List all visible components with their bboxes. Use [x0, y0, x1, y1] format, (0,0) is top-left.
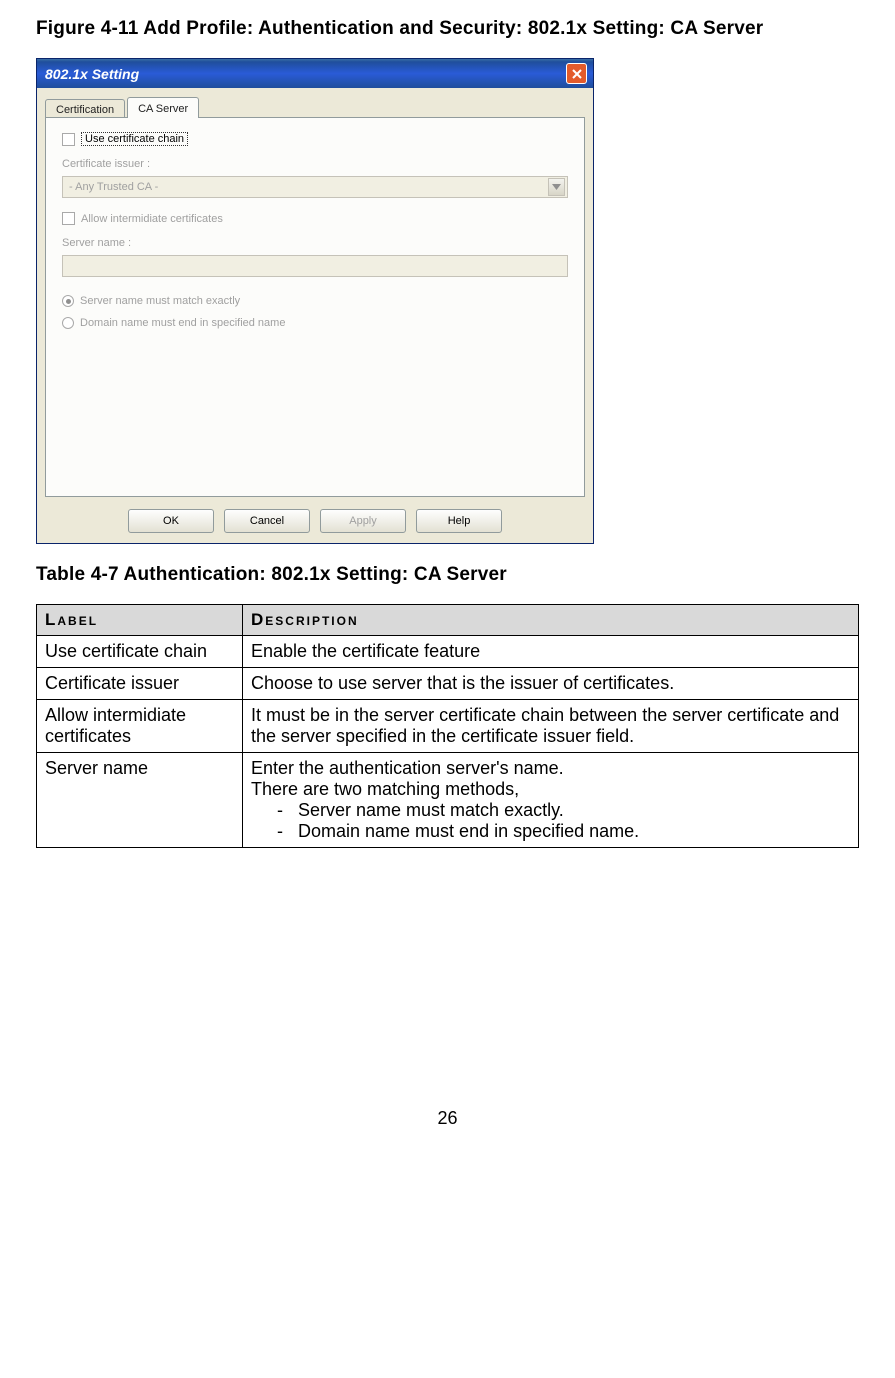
cert-issuer-value: - Any Trusted CA - — [69, 181, 158, 193]
titlebar: 802.1x Setting — [37, 59, 593, 88]
cell-label: Allow intermidiate certificates — [37, 700, 243, 753]
cell-desc: Choose to use server that is the issuer … — [243, 668, 859, 700]
description-table: Label Description Use certificate chain … — [36, 604, 859, 848]
use-cert-chain-checkbox[interactable] — [62, 133, 75, 146]
tab-ca-server[interactable]: CA Server — [127, 97, 199, 118]
help-button[interactable]: Help — [416, 509, 502, 533]
page-number: 26 — [36, 1108, 859, 1129]
allow-intermediate-label: Allow intermidiate certificates — [81, 213, 223, 225]
table-row: Server name Enter the authentication ser… — [37, 753, 859, 848]
tab-strip: Certification CA Server — [45, 94, 585, 118]
cell-label: Use certificate chain — [37, 636, 243, 668]
list-item: Server name must match exactly. — [277, 800, 850, 821]
desc-line1: Enter the authentication server's name. — [251, 758, 564, 778]
desc-sublist: Server name must match exactly. Domain n… — [251, 800, 850, 842]
allow-intermediate-checkbox[interactable] — [62, 212, 75, 225]
cell-desc: It must be in the server certificate cha… — [243, 700, 859, 753]
list-item: Domain name must end in specified name. — [277, 821, 850, 842]
table-row: Use certificate chain Enable the certifi… — [37, 636, 859, 668]
cert-issuer-select[interactable]: - Any Trusted CA - — [62, 176, 568, 198]
dialog-body: Certification CA Server Use certificate … — [37, 88, 593, 543]
table-row: Allow intermidiate certificates It must … — [37, 700, 859, 753]
cell-label: Server name — [37, 753, 243, 848]
cell-label: Certificate issuer — [37, 668, 243, 700]
table-header-row: Label Description — [37, 605, 859, 636]
header-description: Description — [243, 605, 859, 636]
button-row: OK Cancel Apply Help — [45, 509, 585, 533]
radio-domain-end-label: Domain name must end in specified name — [80, 317, 285, 329]
window-title: 802.1x Setting — [45, 66, 139, 82]
ok-button[interactable]: OK — [128, 509, 214, 533]
figure-title: Figure 4-11 Add Profile: Authentication … — [36, 18, 859, 40]
use-cert-chain-label: Use certificate chain — [81, 132, 188, 146]
cert-issuer-label: Certificate issuer : — [62, 158, 568, 170]
cell-desc: Enable the certificate feature — [243, 636, 859, 668]
cancel-button[interactable]: Cancel — [224, 509, 310, 533]
server-name-input[interactable] — [62, 255, 568, 277]
radio-domain-end[interactable] — [62, 317, 74, 329]
desc-line2: There are two matching methods, — [251, 779, 519, 799]
radio-match-exact-label: Server name must match exactly — [80, 295, 240, 307]
apply-button[interactable]: Apply — [320, 509, 406, 533]
radio-match-exact[interactable] — [62, 295, 74, 307]
close-icon — [571, 68, 583, 80]
tab-certification[interactable]: Certification — [45, 99, 125, 119]
close-button[interactable] — [566, 63, 587, 84]
table-row: Certificate issuer Choose to use server … — [37, 668, 859, 700]
table-title: Table 4-7 Authentication: 802.1x Setting… — [36, 564, 859, 586]
dialog-window: 802.1x Setting Certification CA Server U… — [36, 58, 594, 544]
server-name-label: Server name : — [62, 237, 568, 249]
chevron-down-icon — [548, 178, 565, 196]
tab-panel: Use certificate chain Certificate issuer… — [45, 117, 585, 497]
cell-desc: Enter the authentication server's name. … — [243, 753, 859, 848]
header-label: Label — [37, 605, 243, 636]
